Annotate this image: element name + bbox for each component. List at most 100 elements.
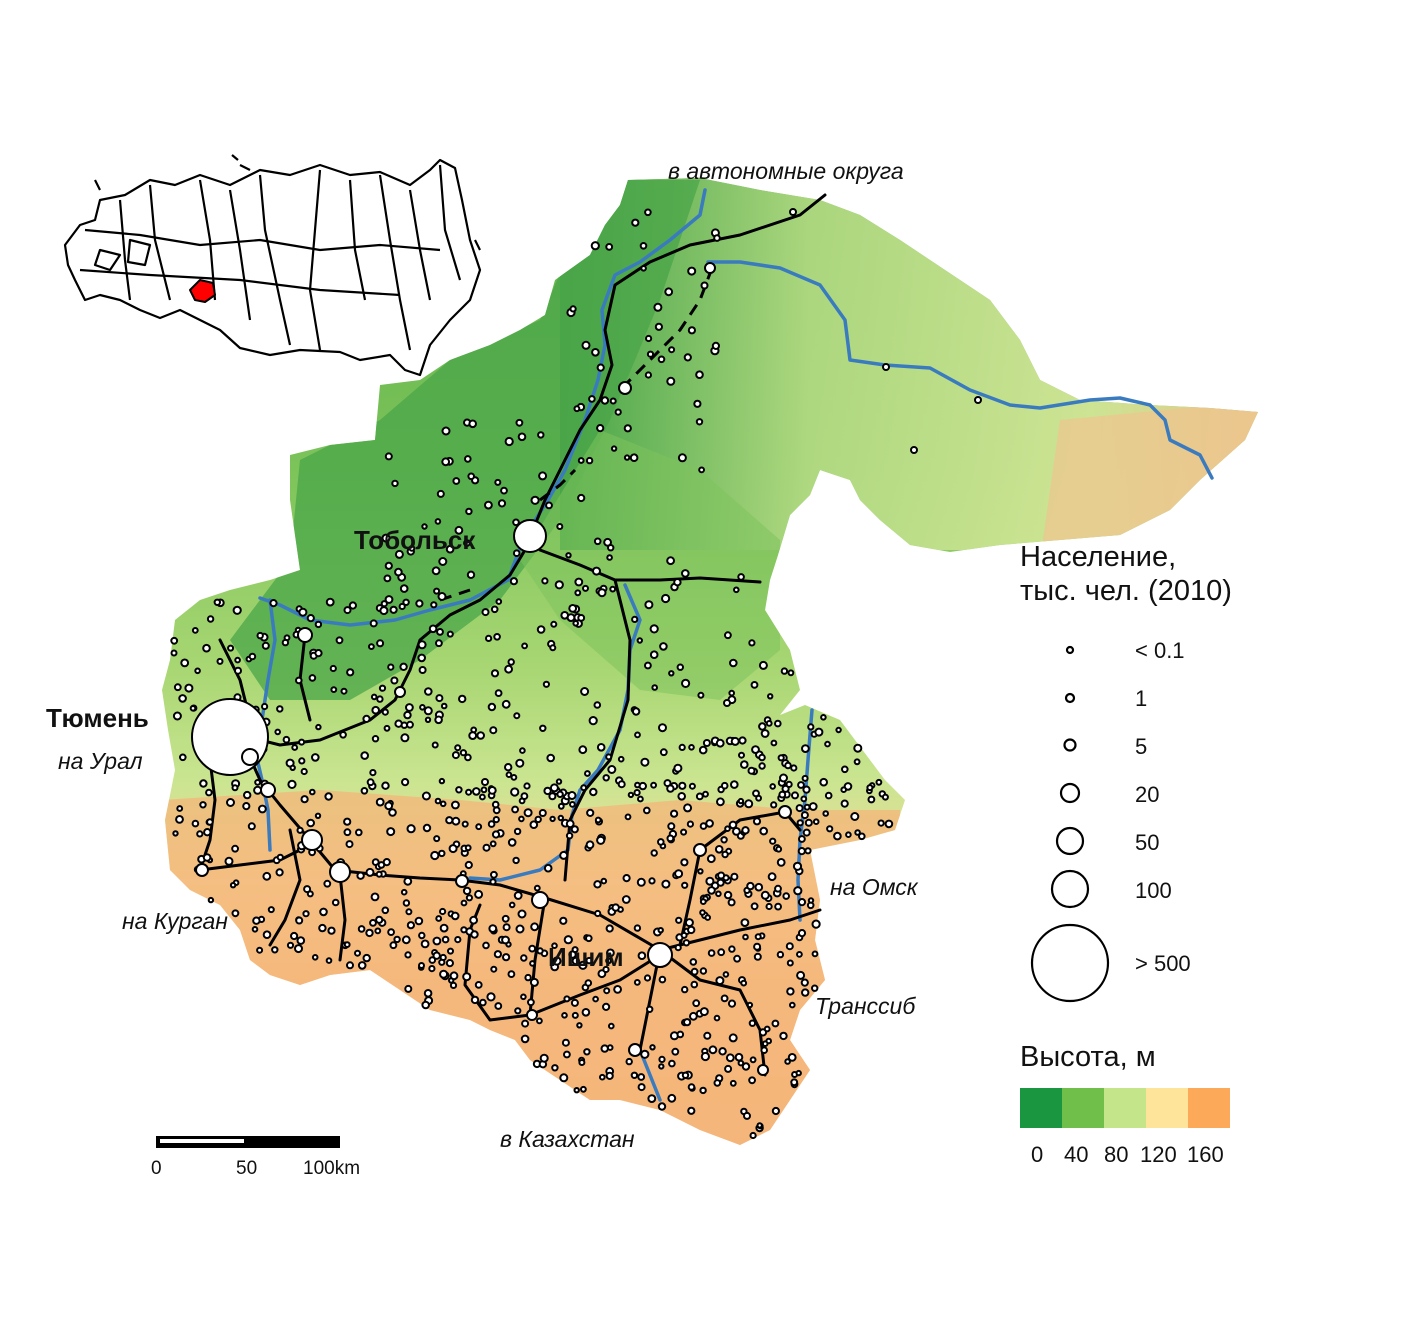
settlement-dot	[640, 1049, 650, 1059]
settlement-dot	[800, 811, 809, 820]
settlement-dot	[720, 994, 729, 1003]
settlement-dot	[808, 802, 818, 811]
elevation-swatch	[1020, 1088, 1062, 1128]
settlement-dot	[399, 662, 408, 671]
settlement-dot	[559, 916, 568, 925]
settlement-dot	[713, 1014, 721, 1022]
settlement-dot	[581, 1008, 591, 1017]
settlement-dot	[640, 757, 650, 767]
settlement-dot	[170, 649, 178, 657]
population-legend-entry: > 500	[1135, 951, 1191, 976]
settlement-dot	[681, 985, 689, 994]
label-to-omsk: на Омск	[830, 874, 918, 900]
settlement-dot	[758, 753, 766, 762]
settlement-dot	[727, 999, 737, 1008]
settlement-dot	[421, 523, 428, 530]
settlement-dot	[668, 346, 676, 354]
settlement-dot	[596, 424, 605, 433]
settlement-dot	[497, 499, 507, 508]
settlement-dot	[346, 668, 355, 677]
settlement-dot	[804, 818, 813, 827]
settlement-dot	[700, 1051, 711, 1062]
settlement-dot	[774, 719, 782, 728]
settlement-dot	[507, 658, 515, 666]
settlement-dot	[678, 781, 687, 790]
settlement-dot	[786, 987, 795, 996]
settlement-dot	[769, 783, 777, 790]
settlement-dot	[630, 1071, 639, 1080]
settlement-dot	[227, 644, 235, 652]
settlement-dot	[784, 1058, 791, 1065]
settlement-dot	[446, 630, 454, 638]
settlement-dot	[172, 830, 179, 837]
settlement-dot	[749, 1056, 757, 1064]
settlement-dot	[753, 942, 762, 951]
settlement-dot	[680, 828, 688, 836]
settlement-dot	[644, 661, 652, 670]
settlement-dot	[482, 843, 491, 852]
settlement-dot	[501, 914, 510, 923]
settlement-dot	[329, 664, 337, 673]
settlement-dot	[741, 826, 750, 835]
settlement-dot	[323, 879, 332, 888]
settlement-dot	[191, 627, 199, 634]
settlement-dot	[796, 819, 804, 827]
settlement-dot	[605, 924, 614, 933]
settlement-dot	[489, 878, 497, 886]
settlement-dot	[728, 820, 738, 830]
settlement-dot	[335, 636, 344, 645]
settlement-dot	[590, 241, 600, 251]
settlement-dot	[585, 934, 593, 943]
settlement-dot	[572, 620, 580, 627]
settlement-dot	[695, 370, 704, 380]
settlement-dot	[580, 1085, 587, 1093]
settlement-dot	[290, 931, 299, 941]
settlement-dot	[340, 687, 348, 695]
settlement-dot	[738, 736, 747, 745]
settlement-dot	[760, 1046, 769, 1054]
settlement-dot	[325, 597, 335, 607]
settlement-dot	[767, 693, 774, 700]
settlement-dot	[439, 969, 449, 979]
settlement-dot	[659, 748, 668, 757]
settlement-dot	[592, 566, 601, 576]
settlement-dot	[454, 936, 462, 944]
settlement-dot	[354, 949, 361, 957]
settlement-dot	[424, 687, 433, 696]
settlement-dot	[512, 856, 520, 865]
settlement-dot	[602, 774, 610, 782]
settlement-dot	[594, 909, 602, 918]
settlement-dot	[355, 828, 363, 837]
settlement-dot	[577, 457, 585, 464]
settlement-dot	[877, 819, 885, 827]
settlement-dot	[713, 234, 721, 242]
settlement-dot	[286, 941, 295, 949]
settlement-dot	[428, 965, 436, 973]
settlement-dot	[512, 549, 521, 558]
settlement-dot	[311, 753, 320, 762]
settlement-dot	[693, 399, 702, 408]
settlement-dot	[633, 979, 641, 986]
settlement-dot	[199, 779, 208, 788]
settlement-dot	[835, 726, 842, 734]
settlement-dot	[974, 396, 982, 404]
settlement-dot	[646, 350, 655, 358]
settlement-dot	[487, 786, 497, 795]
settlement-dot	[325, 957, 333, 964]
settlement-dot	[637, 795, 644, 803]
settlement-dot	[754, 882, 764, 892]
settlement-dot	[707, 949, 716, 957]
settlement-dot	[683, 1018, 692, 1027]
settlement-dot	[577, 614, 586, 622]
population-legend-title: Население, тыс. чел. (2010)	[1020, 540, 1232, 608]
settlement-dot	[802, 828, 811, 837]
scale-label-100km: 100km	[303, 1158, 361, 1179]
settlement-dot	[319, 907, 328, 917]
settlement-dot	[369, 769, 377, 777]
settlement-dot	[176, 805, 184, 812]
settlement-dot	[482, 941, 490, 950]
settlement-dot	[205, 788, 213, 797]
settlement-dot	[581, 340, 591, 350]
settlement-dot	[555, 778, 563, 785]
settlement-dot	[378, 684, 387, 692]
